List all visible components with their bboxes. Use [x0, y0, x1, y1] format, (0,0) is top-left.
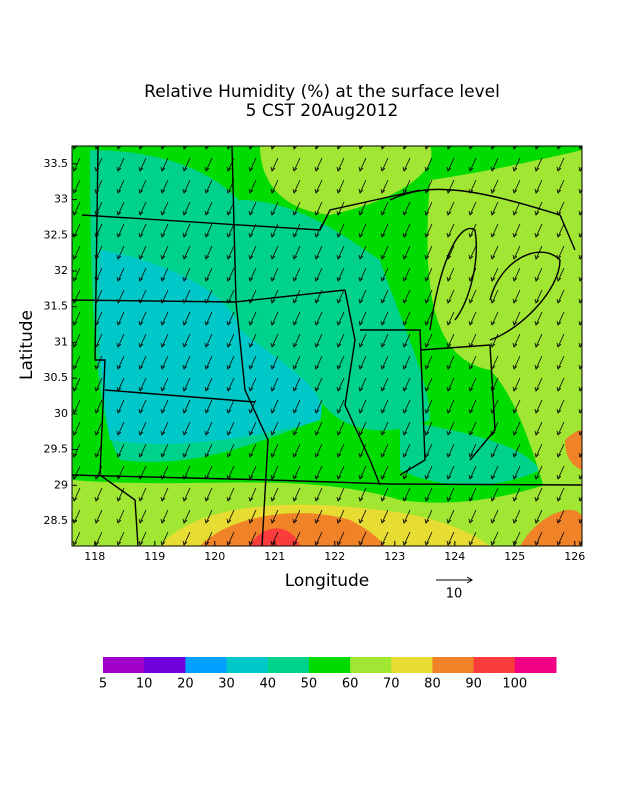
- y-tick-label: 28.5: [44, 514, 69, 527]
- x-tick-label: 120: [204, 550, 225, 563]
- colorbar-box: [432, 657, 475, 673]
- y-tick-label: 29: [54, 478, 68, 491]
- x-tick-label: 121: [264, 550, 285, 563]
- x-tick-label: 125: [504, 550, 525, 563]
- colorbar-box: [514, 657, 557, 673]
- colorbar-box: [185, 657, 228, 673]
- x-tick-label: 123: [384, 550, 405, 563]
- colorbar-label: 70: [383, 677, 400, 692]
- colorbar-box: [473, 657, 516, 673]
- vector-scale-head: [466, 576, 473, 584]
- colorbar-box: [226, 657, 269, 673]
- colorbar-label: 30: [218, 677, 235, 692]
- y-tick-label: 31.5: [44, 300, 69, 313]
- map-frame: [71, 145, 583, 547]
- colorbar-label: 5: [99, 677, 107, 692]
- colorbar-box: [308, 657, 351, 673]
- colorbar-label: 60: [342, 677, 359, 692]
- colorbar-label: 100: [502, 677, 527, 692]
- colorbar-label: 90: [465, 677, 482, 692]
- y-tick-label: 29.5: [44, 443, 69, 456]
- x-tick-label: 119: [144, 550, 165, 563]
- colorbar-label: 40: [259, 677, 276, 692]
- y-tick-label: 30.5: [44, 371, 69, 384]
- y-axis-label: Latitude: [17, 310, 37, 380]
- colorbar-box: [350, 657, 392, 673]
- colorbar-box: [391, 657, 433, 673]
- y-tick-label: 30: [54, 407, 68, 420]
- y-tick-label: 33.5: [44, 157, 69, 170]
- y-tick-label: 32: [54, 264, 68, 277]
- map-field: [72, 146, 582, 546]
- x-tick-label: 118: [84, 550, 105, 563]
- x-tick-label: 122: [324, 550, 345, 563]
- colorbar-label: 10: [136, 677, 153, 692]
- colorbar-box: [267, 657, 310, 673]
- x-axis-label: Longitude: [285, 571, 370, 591]
- y-tick-label: 32.5: [44, 228, 69, 241]
- y-tick-label: 33: [54, 193, 68, 206]
- colorbar-label: 80: [424, 677, 441, 692]
- vector-scale-label: 10: [446, 587, 463, 602]
- title: Relative Humidity (%) at the surface lev…: [144, 82, 500, 102]
- colorbar-box: [144, 657, 186, 673]
- x-tick-label: 126: [564, 550, 585, 563]
- subtitle: 5 CST 20Aug2012: [246, 101, 399, 121]
- colorbar-label: 20: [177, 677, 194, 692]
- y-tick-label: 31: [54, 335, 68, 348]
- colorbar-box: [103, 657, 145, 673]
- colorbar-label: 50: [301, 677, 318, 692]
- x-tick-label: 124: [444, 550, 465, 563]
